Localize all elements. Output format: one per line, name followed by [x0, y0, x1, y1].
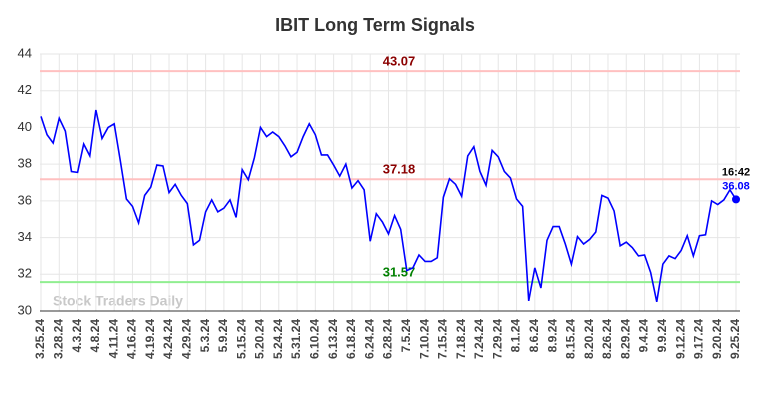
price-line: [40, 109, 737, 302]
x-tick-label: 9.25.24: [728, 319, 742, 359]
reference-label: 31.57: [383, 265, 416, 280]
last-time: 16:42: [722, 166, 750, 178]
x-tick-label: 8.15.24: [564, 319, 578, 359]
x-tick-label: 8.1.24: [509, 319, 523, 353]
watermark: Stock Traders Daily: [53, 293, 183, 309]
last-point: [732, 195, 740, 204]
reference-label: 37.18: [383, 162, 416, 177]
x-tick-label: 4.8.24: [88, 319, 102, 353]
x-tick-label: 5.24.24: [271, 319, 285, 359]
x-tick-label: 4.19.24: [143, 319, 157, 359]
y-tick-label: 38: [18, 156, 32, 171]
x-tick-label: 7.10.24: [417, 319, 431, 359]
x-tick-label: 6.24.24: [362, 319, 376, 359]
x-tick-label: 4.11.24: [106, 319, 120, 359]
x-tick-label: 5.20.24: [253, 319, 267, 359]
y-tick-label: 42: [18, 82, 32, 97]
y-tick-label: 30: [18, 302, 32, 317]
x-tick-label: 6.28.24: [381, 319, 395, 359]
x-tick-label: 9.20.24: [710, 319, 724, 359]
x-tick-label: 4.3.24: [70, 319, 84, 353]
x-tick-label: 3.25.24: [33, 319, 47, 359]
x-tick-label: 7.24.24: [472, 319, 486, 359]
x-tick-label: 8.29.24: [618, 319, 632, 359]
reference-label: 43.07: [383, 54, 416, 69]
x-tick-label: 7.15.24: [436, 319, 450, 359]
x-tick-label: 5.15.24: [234, 319, 248, 359]
x-tick-label: 6.18.24: [344, 319, 358, 359]
last-value: 36.08: [722, 180, 750, 192]
y-tick-label: 40: [18, 119, 32, 134]
x-tick-label: 9.4.24: [637, 319, 651, 353]
x-tick-label: 5.31.24: [289, 319, 303, 359]
y-tick-label: 36: [18, 192, 32, 207]
x-tick-label: 7.18.24: [454, 319, 468, 359]
x-tick-label: 9.9.24: [655, 319, 669, 353]
y-tick-label: 44: [18, 45, 32, 60]
x-tick-label: 7.29.24: [490, 319, 504, 359]
x-tick-label: 5.3.24: [198, 319, 212, 353]
x-tick-label: 8.26.24: [600, 319, 614, 359]
y-tick-label: 34: [18, 229, 32, 244]
x-tick-label: 9.17.24: [692, 319, 706, 359]
x-tick-label: 5.9.24: [216, 319, 230, 353]
x-tick-label: 6.13.24: [326, 319, 340, 359]
chart-title: IBIT Long Term Signals: [275, 15, 475, 35]
x-tick-label: 8.20.24: [582, 319, 596, 359]
x-tick-label: 9.12.24: [673, 319, 687, 359]
x-tick-label: 8.6.24: [527, 319, 541, 353]
x-tick-label: 4.16.24: [125, 319, 139, 359]
x-tick-label: 7.5.24: [399, 319, 413, 353]
x-tick-label: 4.29.24: [179, 319, 193, 359]
x-tick-label: 4.24.24: [161, 319, 175, 359]
x-tick-label: 8.9.24: [545, 319, 559, 353]
y-tick-label: 32: [18, 266, 32, 281]
x-tick-label: 6.10.24: [308, 319, 322, 359]
x-tick-label: 3.28.24: [51, 319, 65, 359]
